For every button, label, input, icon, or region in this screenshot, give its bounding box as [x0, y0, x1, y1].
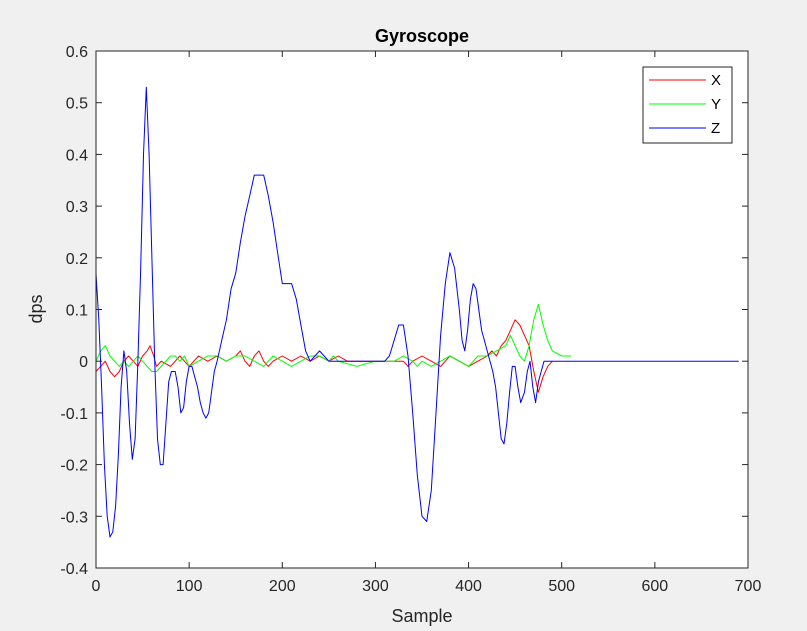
x-tick-label: 600 [642, 578, 669, 595]
y-tick-label: 0.6 [66, 44, 88, 61]
series-line-y [95, 303, 571, 372]
y-tick-label: 0.1 [66, 303, 88, 320]
x-tick-label: 100 [176, 578, 203, 595]
x-axis-label: Sample [391, 606, 452, 626]
y-tick-label: 0.2 [66, 251, 88, 268]
y-tick-label: -0.1 [60, 406, 88, 423]
chart-title: Gyroscope [375, 26, 469, 46]
x-axis-ticks: 0 100 200 300 400 500 600 700 [92, 51, 762, 595]
legend-label-x: X [711, 72, 721, 89]
y-tick-label: -0.2 [60, 458, 88, 475]
legend-label-z: Z [711, 120, 720, 137]
y-tick-label: -0.3 [60, 509, 88, 526]
y-axis-ticks: -0.4 -0.3 -0.2 -0.1 0 0.1 0.2 0.3 0.4 0.5 0.6 [60, 44, 748, 578]
x-tick-label: 0 [92, 578, 101, 595]
x-tick-label: 200 [269, 578, 296, 595]
legend: X Y Z [642, 66, 733, 144]
y-tick-label: 0 [79, 354, 88, 371]
y-tick-label: -0.4 [60, 561, 88, 578]
y-axis-label: dps [26, 294, 46, 323]
y-tick-label: 0.5 [66, 96, 88, 113]
legend-label-y: Y [711, 96, 721, 113]
x-tick-label: 400 [455, 578, 482, 595]
series-layer [95, 86, 739, 538]
x-tick-label: 700 [735, 578, 762, 595]
x-tick-label: 300 [362, 578, 389, 595]
x-tick-label: 500 [548, 578, 575, 595]
y-tick-label: 0.4 [66, 147, 88, 164]
y-tick-label: 0.3 [66, 199, 88, 216]
series-line-z [95, 86, 739, 538]
plot-area [96, 51, 748, 568]
